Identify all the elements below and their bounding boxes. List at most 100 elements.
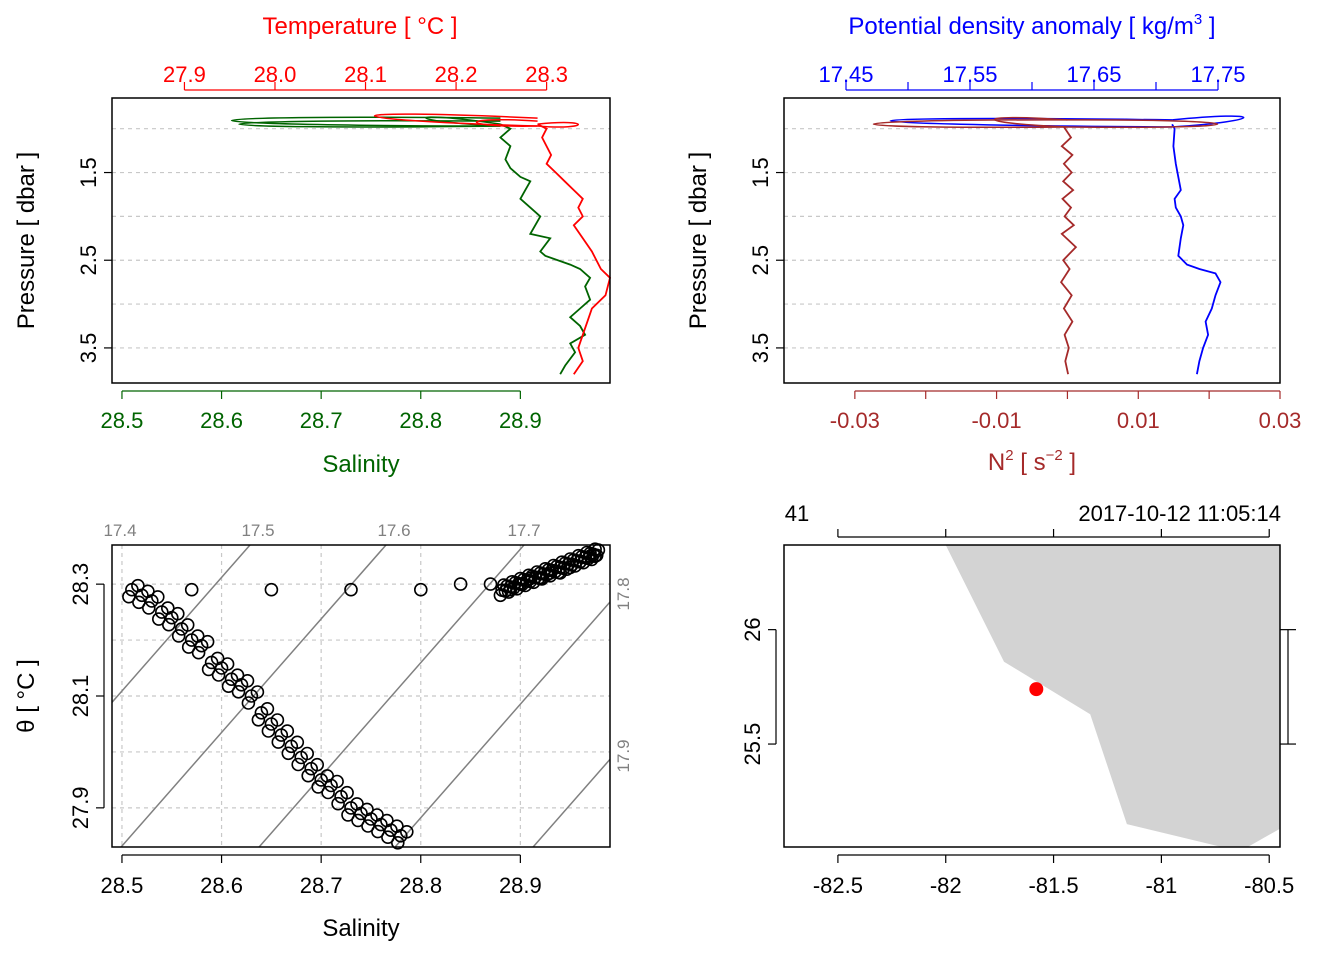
x-tick-label: 28.7: [300, 873, 343, 898]
y-tick-label: 27.9: [68, 786, 93, 829]
plot-frame: [783, 544, 1281, 848]
isopycnal-label: 17.8: [614, 577, 633, 610]
x-tick-label: 28.8: [399, 408, 442, 433]
ts-point: [321, 785, 335, 800]
isopycnal-label: 17.5: [241, 521, 274, 540]
ts-point: [250, 685, 265, 699]
ts-point: [201, 662, 216, 677]
top-tick-label: 28.3: [525, 62, 568, 87]
ts-point: [361, 819, 375, 833]
surface-spike: [1067, 119, 1218, 129]
ts-point: [371, 824, 385, 839]
y-tick-label: 28.3: [68, 563, 93, 606]
temperature-surface-spike: [373, 113, 538, 127]
top-tick-label: 28.0: [254, 62, 297, 87]
ts-point: [260, 701, 275, 716]
y-axis-title: Pressure [ dbar ]: [685, 152, 712, 329]
y-axis-title: θ [ °C ]: [13, 659, 40, 733]
y-tick-label: 2.5: [76, 245, 101, 276]
isopycnal-label: 17.4: [103, 521, 136, 540]
ts-point: [399, 824, 414, 839]
temperature-surface-spike: [475, 118, 538, 127]
top-tick-label: 28.1: [344, 62, 387, 87]
ts-point: [591, 543, 606, 557]
x-axis-title: Salinity: [322, 915, 399, 942]
x-tick-label: 28.8: [399, 873, 442, 898]
ts-point: [162, 617, 176, 632]
isopycnal-line: [532, 758, 610, 847]
isopycnal-line: [112, 545, 251, 704]
isopycnals: [112, 545, 610, 847]
ts-point: [300, 746, 315, 761]
ts-point: [221, 679, 236, 694]
x-axis-title: N2 [ s−2 ]: [988, 447, 1076, 476]
y-axis-title: Pressure [ dbar ]: [13, 152, 40, 329]
y-tick-label: 1.5: [76, 157, 101, 188]
x-tick-label: -80.5: [1244, 873, 1294, 898]
plot-frame: [111, 544, 611, 848]
y-tick-label: 25.5: [740, 723, 765, 766]
ts-point: [344, 582, 358, 597]
temperature-profile-line: [537, 123, 612, 375]
ts-point: [413, 582, 428, 597]
ts-point: [241, 696, 256, 710]
ts-point: [280, 724, 295, 738]
chart-title: Potential density anomaly [ kg/m3 ]: [848, 11, 1215, 40]
top-tick-label: 17.75: [1190, 62, 1245, 87]
ts-point: [340, 785, 354, 800]
ts-point: [290, 735, 305, 750]
y-tick-label: 2.5: [748, 245, 773, 276]
ts-point: [381, 830, 395, 845]
ts-point: [301, 768, 316, 783]
x-tick-label: 28.6: [200, 873, 243, 898]
ts-point: [240, 673, 255, 688]
x-tick-label: -82: [930, 873, 962, 898]
ts-point: [132, 595, 146, 610]
ts-point: [311, 780, 326, 794]
top-tick-label: 28.2: [435, 62, 478, 87]
ts-point: [453, 577, 468, 591]
station-marker: [1029, 682, 1044, 697]
ts-point: [331, 796, 345, 811]
ts-point: [261, 724, 276, 738]
chart-title: Temperature [ °C ]: [263, 13, 458, 40]
x-tick-label: 0.01: [1117, 408, 1160, 433]
ts-point: [351, 813, 365, 828]
x-tick-label: 28.9: [499, 408, 542, 433]
x-tick-label: -81: [1145, 873, 1177, 898]
ts-point: [181, 640, 196, 654]
isopycnal-line: [120, 545, 387, 847]
isopycnal-line: [258, 545, 525, 847]
ts-point: [171, 606, 185, 621]
x-axis-title: Salinity: [322, 451, 399, 478]
ts-point: [310, 757, 325, 772]
density-profile-line: [1171, 123, 1222, 375]
ts-point: [142, 601, 156, 615]
top-tick-label: 17.55: [942, 62, 997, 87]
ts-point: [151, 590, 165, 604]
ts-point: [291, 757, 306, 772]
y-tick-label: 26: [740, 617, 765, 641]
ts-point: [264, 582, 279, 597]
ts-point: [152, 612, 166, 626]
panel-ts-diagram: 17.4 17.5 17.6 17.7 17.8 17.9 28.5 28.6 28.7 28.8…: [13, 521, 633, 942]
ts-point: [184, 582, 199, 597]
isopycnal-line: [394, 600, 610, 847]
x-tick-label: 28.5: [101, 873, 144, 898]
surface-spike: [873, 119, 1068, 129]
ts-point: [281, 746, 296, 761]
ts-point: [211, 668, 226, 682]
panel-density-profile: 1.5 2.5 3.5 Pressure [ dbar ] 17.45 17.55 17.6…: [685, 11, 1301, 476]
x-tick-label: 28.5: [101, 408, 144, 433]
surface-spike: [1172, 115, 1245, 128]
plot-frame: [111, 97, 611, 384]
ts-point: [231, 684, 246, 699]
y-tick-label: 1.5: [748, 157, 773, 188]
x-tick-label: 28.9: [499, 873, 542, 898]
top-tick-label: 27.9: [163, 62, 206, 87]
ts-point: [341, 808, 355, 822]
n2-profile-line: [1059, 126, 1078, 375]
salinity-surface-spike: [230, 116, 501, 127]
station-time: 2017-10-12 11:05:14: [1078, 501, 1281, 526]
panel-station-map: -82.5 -82 -81.5 -81 -80.5 41 2017-10-12 11:05:…: [740, 501, 1296, 898]
